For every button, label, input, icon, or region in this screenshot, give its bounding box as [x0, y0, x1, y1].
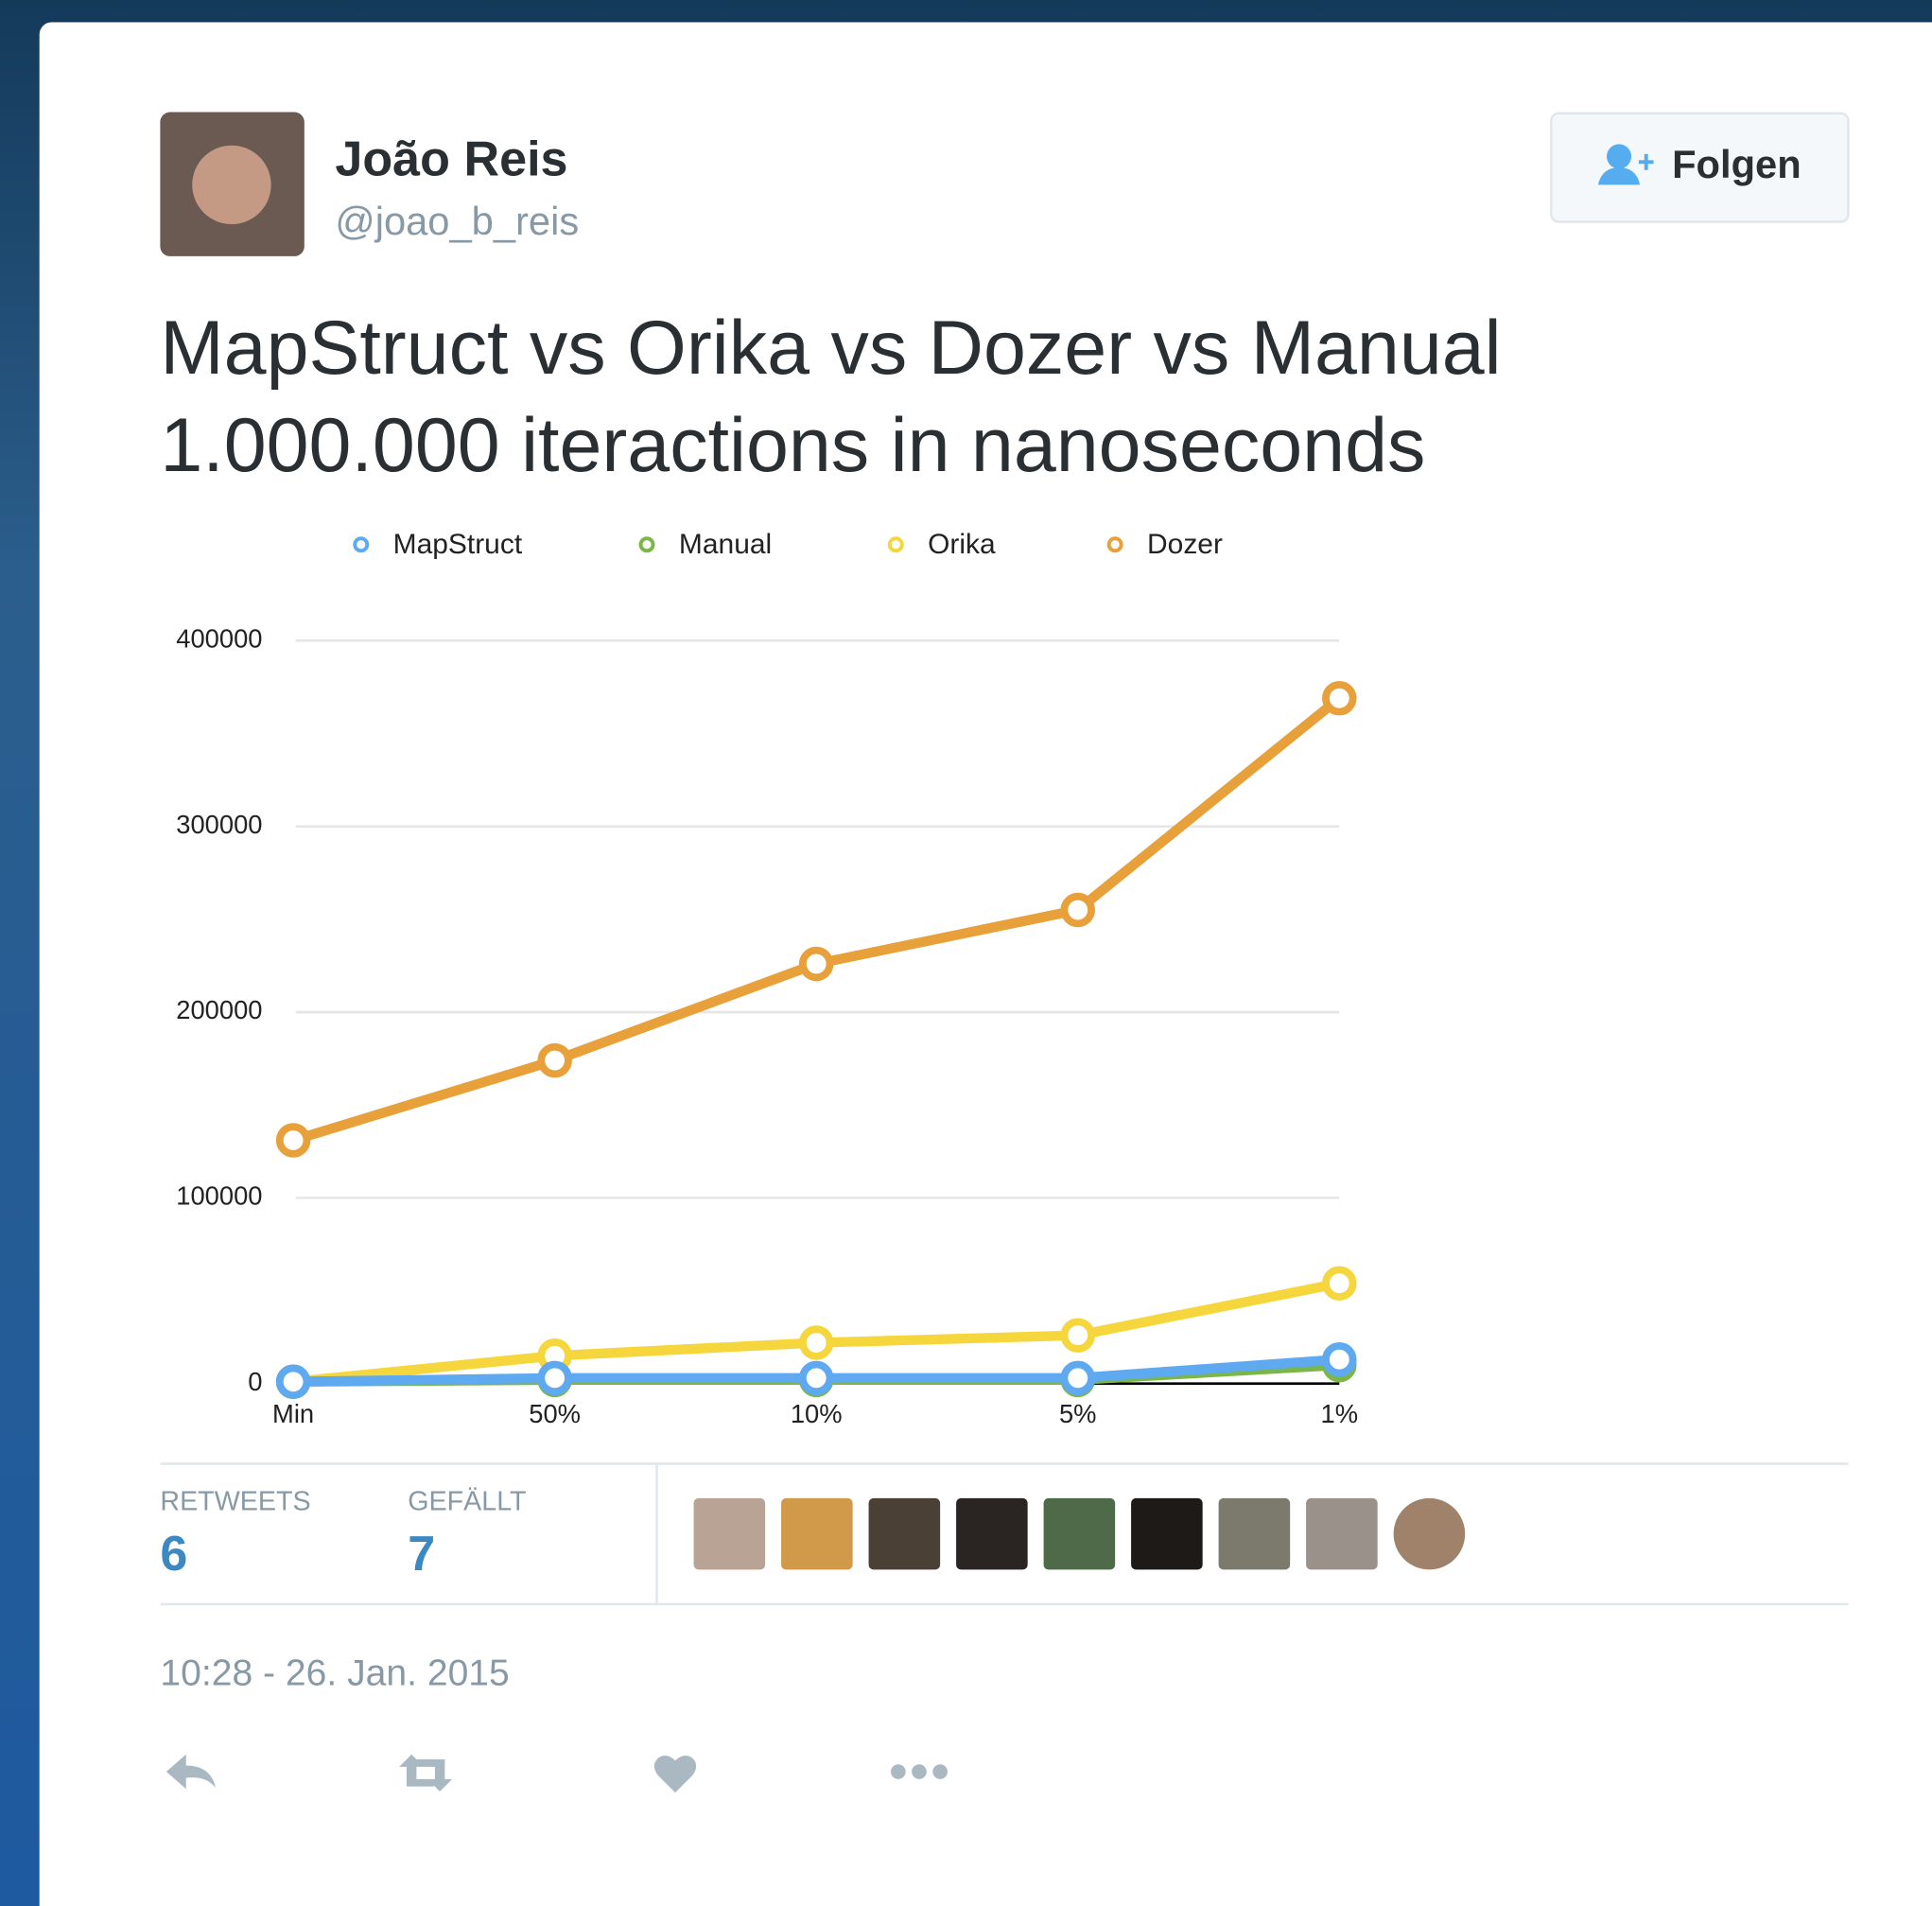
data-point [1326, 1346, 1353, 1373]
y-tick-label: 400000 [176, 624, 262, 654]
x-tick-label: 50% [529, 1399, 581, 1428]
legend-marker [355, 538, 367, 551]
x-tick-label: 1% [1321, 1399, 1359, 1428]
stat-label[interactable]: RETWEETS [160, 1487, 310, 1517]
user-name[interactable]: João Reis [335, 132, 567, 187]
liker-avatar[interactable] [694, 1498, 766, 1570]
data-point [803, 951, 830, 978]
legend-label: Manual [679, 529, 772, 560]
page: João Reis @joao_b_reis Folgen MapStruct … [0, 0, 1932, 1906]
tweet-text: 1.000.000 iteractions in nanoseconds [160, 403, 1425, 488]
data-point [541, 1365, 568, 1392]
x-tick-label: 10% [791, 1399, 843, 1428]
liker-avatar[interactable] [781, 1498, 853, 1570]
legend-label: Dozer [1147, 529, 1223, 560]
legend-label: MapStruct [393, 529, 523, 560]
stat-value[interactable]: 7 [408, 1527, 435, 1582]
screenshot: João Reis @joao_b_reis Folgen MapStruct … [0, 0, 1932, 1906]
avatar-face [192, 146, 270, 224]
y-tick-label: 200000 [176, 995, 262, 1024]
timestamp[interactable]: 10:28 - 26. Jan. 2015 [160, 1653, 509, 1694]
data-point [803, 1365, 830, 1392]
liker-avatar[interactable] [869, 1498, 941, 1570]
legend-marker [890, 538, 902, 551]
liker-avatar[interactable] [1306, 1498, 1378, 1570]
stat-label[interactable]: GEFÄLLT [408, 1487, 526, 1517]
liker-avatar[interactable] [1219, 1498, 1291, 1570]
liker-avatar[interactable] [1394, 1498, 1466, 1570]
y-tick-label: 100000 [176, 1181, 262, 1211]
x-tick-label: 5% [1059, 1399, 1097, 1428]
legend-marker [1109, 538, 1122, 551]
data-point [541, 1047, 568, 1075]
liker-avatar[interactable] [956, 1498, 1028, 1570]
y-tick-label: 300000 [176, 810, 262, 839]
data-point [1326, 1269, 1353, 1297]
y-tick-label: 0 [248, 1367, 262, 1396]
data-point [280, 1127, 307, 1154]
data-point [1064, 897, 1091, 924]
liker-avatars [694, 1498, 1466, 1570]
data-point [280, 1368, 307, 1395]
legend-marker [641, 538, 653, 551]
stat-value[interactable]: 6 [160, 1527, 187, 1582]
data-point [1064, 1365, 1091, 1392]
data-point [1326, 685, 1353, 712]
x-tick-label: Min [272, 1399, 314, 1428]
more-icon[interactable] [891, 1764, 948, 1779]
data-point [1064, 1321, 1091, 1349]
liker-avatar[interactable] [1044, 1498, 1116, 1570]
follow-label[interactable]: Folgen [1672, 142, 1801, 186]
legend-label: Orika [928, 529, 996, 560]
user-handle[interactable]: @joao_b_reis [335, 199, 579, 243]
tweet-text: MapStruct vs Orika vs Dozer vs Manual [160, 306, 1501, 391]
liker-avatar[interactable] [1131, 1498, 1203, 1570]
data-point [803, 1329, 830, 1356]
